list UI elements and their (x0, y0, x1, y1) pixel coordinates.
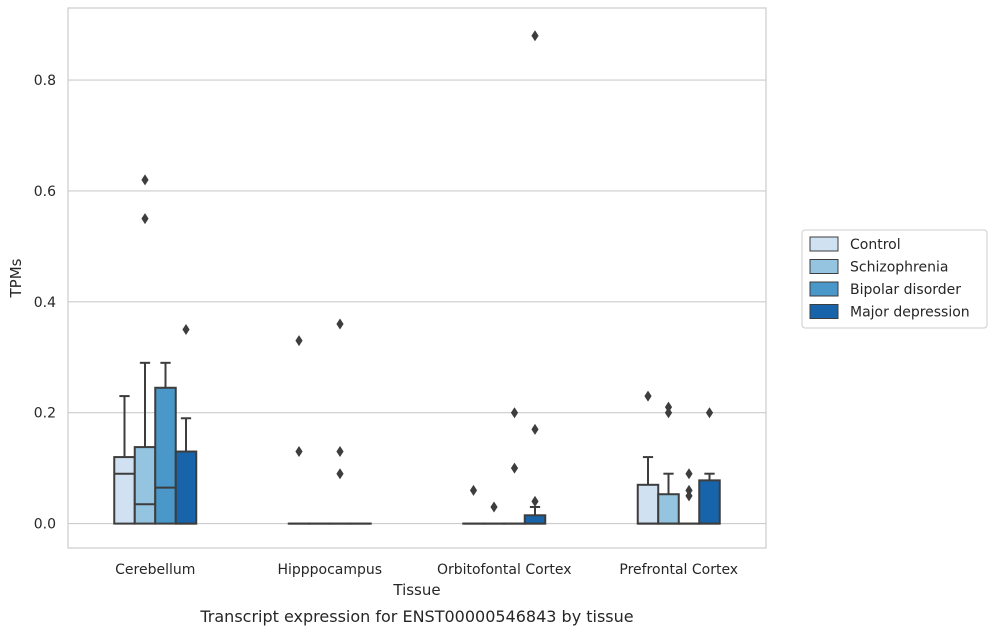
box-schizophrenia (133, 174, 157, 525)
legend-label: Schizophrenia (850, 260, 948, 276)
outlier-point (685, 468, 693, 480)
x-tick-label: Hipppocampus (277, 562, 382, 578)
x-tick-label: Orbitofontal Cortex (437, 562, 572, 578)
box-major-depression (523, 30, 547, 525)
outlier-point (490, 501, 498, 513)
box (113, 456, 136, 525)
outlier-point (336, 318, 344, 330)
outlier-point (685, 484, 693, 496)
outlier-point (141, 213, 149, 225)
outlier-point (644, 390, 652, 402)
outlier-point (336, 446, 344, 458)
outlier-point (664, 407, 673, 419)
outlier-point (531, 495, 539, 507)
legend: Control Schizophrenia Bipolar disorder Majo… (801, 229, 988, 329)
legend-label: Major depression (850, 305, 970, 321)
box-series (113, 30, 721, 525)
box (174, 450, 198, 525)
box (154, 386, 177, 525)
outlier-point (531, 30, 539, 42)
box-bipolar-disorder (677, 468, 701, 525)
box-major-depression (698, 407, 721, 525)
legend-frame (801, 229, 988, 329)
outlier-point (469, 484, 478, 496)
box (698, 479, 721, 525)
box (657, 493, 680, 525)
y-tick-label: 0.0 (34, 517, 56, 533)
y-tick-label: 0.8 (34, 73, 56, 89)
outlier-point (685, 490, 693, 502)
x-tick-label: Prefrontal Cortex (619, 562, 738, 578)
legend-swatch (809, 259, 839, 274)
box (636, 483, 660, 525)
box-bipolar-disorder (503, 407, 526, 525)
legend-swatch (809, 281, 839, 297)
box (523, 514, 547, 525)
outlier-point (141, 174, 149, 186)
box-schizophrenia (657, 401, 680, 525)
box-control (462, 484, 485, 525)
outlier-point (510, 462, 519, 474)
outlier-point (182, 324, 190, 336)
y-tick-label: 0.4 (34, 295, 56, 311)
box-major-depression (174, 324, 198, 525)
outlier-point (664, 401, 673, 413)
box (133, 446, 157, 525)
plot-frame (67, 7, 767, 549)
outlier-point (531, 423, 539, 435)
outlier-point (705, 407, 714, 419)
y-axis-label: TPMs (7, 258, 25, 298)
outlier-point (336, 468, 344, 480)
legend-swatch (809, 304, 839, 319)
y-axis-ticks: 0.0 0.2 0.4 0.6 0.8 (34, 73, 56, 533)
x-tick-label: Cerebellum (115, 562, 195, 578)
y-tick-label: 0.2 (34, 406, 56, 422)
legend-label: Bipolar disorder (850, 282, 961, 298)
box-bipolar-disorder (154, 361, 177, 525)
chart-caption: Transcript expression for ENST0000054684… (199, 607, 633, 626)
box-control (636, 390, 660, 525)
x-axis-ticks: Cerebellum Hipppocampus Orbitofontal Corte… (115, 562, 738, 578)
box-schizophrenia (482, 501, 506, 525)
outlier-point (295, 335, 303, 347)
outlier-point (295, 446, 303, 458)
outlier-point (510, 407, 519, 419)
box-control (113, 395, 136, 525)
legend-swatch (809, 236, 839, 252)
x-axis-label: Tissue (392, 581, 440, 599)
box-control (287, 335, 311, 525)
box-bipolar-disorder (328, 318, 352, 525)
y-tick-label: 0.6 (34, 184, 56, 200)
legend-label: Control (850, 237, 901, 253)
